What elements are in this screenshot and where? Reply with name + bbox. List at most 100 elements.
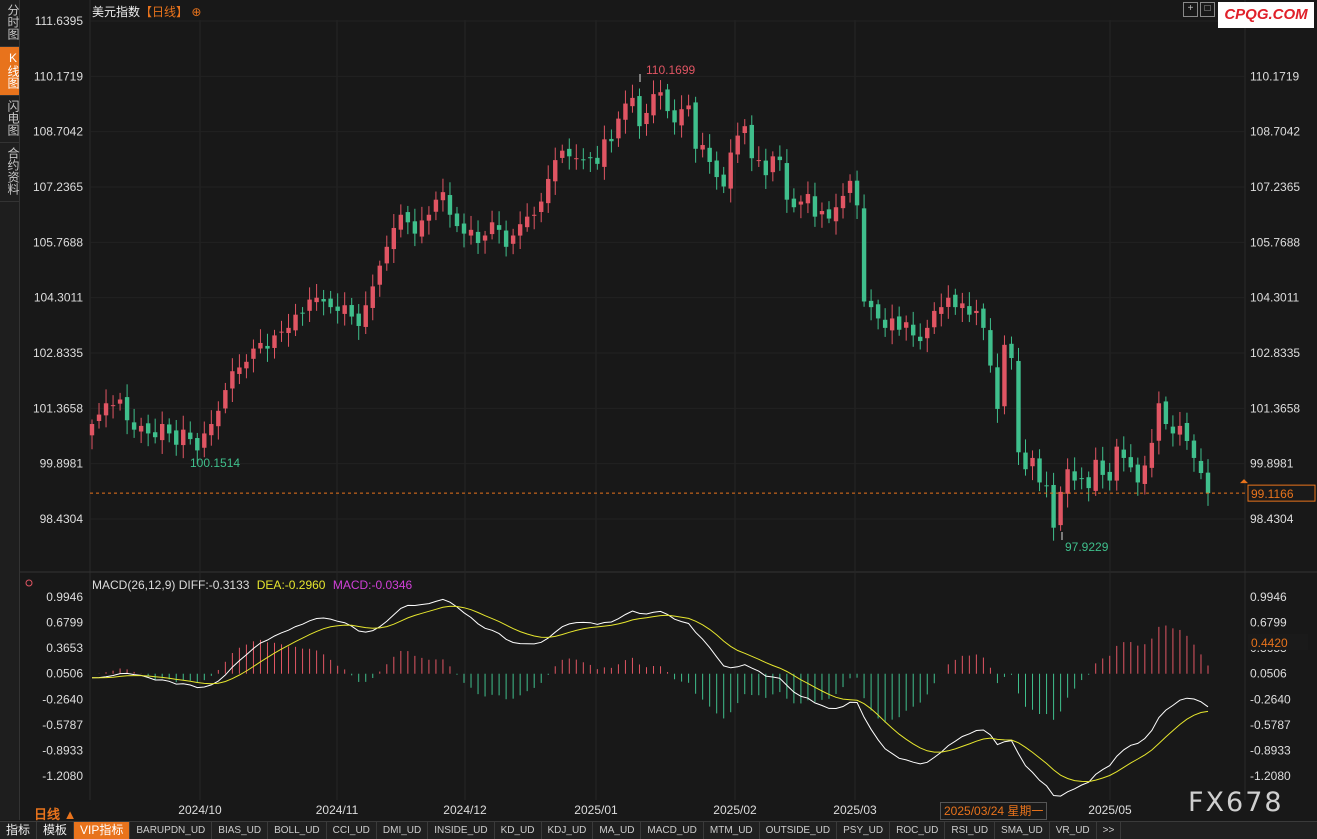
crosshair-icon[interactable]: + — [1183, 2, 1198, 17]
candle-body — [826, 209, 832, 219]
candle-body — [995, 367, 1000, 409]
price-y-tick-right: 105.7688 — [1250, 235, 1300, 249]
indicator-tab-4[interactable]: BIAS_UD — [212, 822, 269, 839]
macd-marker-box — [1248, 633, 1308, 650]
candle-body — [1086, 477, 1091, 489]
candle-body — [1093, 459, 1098, 491]
candle-body — [953, 294, 958, 308]
macd-y-tick-right: 0.9946 — [1250, 590, 1287, 604]
indicator-tab-0[interactable]: 指标 — [0, 822, 38, 839]
indicator-tab-17[interactable]: RSI_UD — [945, 822, 996, 839]
indicator-bar: 指标 模板 VIP指标 BARUPDN_UD BIAS_UD BOLL_UD CCI_UD D… — [0, 821, 1317, 839]
indicator-tab-8[interactable]: INSIDE_UD — [428, 822, 495, 839]
candle-body — [686, 105, 691, 110]
candle-body — [749, 124, 754, 159]
indicator-tab-12[interactable]: MACD_UD — [641, 822, 704, 839]
candle-body — [819, 210, 825, 215]
candle-body — [510, 235, 516, 244]
indicator-tab-11[interactable]: MA_UD — [593, 822, 642, 839]
candle-body — [531, 214, 537, 216]
candle-body — [1128, 457, 1133, 468]
candle-body — [293, 314, 298, 331]
indicator-tab-7[interactable]: DMI_UD — [377, 822, 429, 839]
settings-icon[interactable]: ⊕ — [191, 5, 202, 19]
indicator-tab-3[interactable]: BARUPDN_UD — [130, 822, 213, 839]
candle-body — [230, 371, 235, 389]
candle-body — [503, 230, 509, 247]
candle-body — [412, 221, 418, 234]
tab-contract-info[interactable]: 合约资料 — [0, 143, 20, 202]
indicator-tab-16[interactable]: ROC_UD — [890, 822, 946, 839]
candle-body — [1023, 452, 1028, 470]
candle-body — [103, 403, 109, 416]
candle-body — [174, 430, 179, 445]
candle-body — [419, 220, 425, 237]
tab-timeshare[interactable]: 分时图 — [0, 0, 20, 47]
indicator-tab-20[interactable]: >> — [1097, 822, 1122, 839]
candle-body — [89, 424, 95, 436]
candle-body — [391, 227, 397, 250]
indicator-tab-5[interactable]: BOLL_UD — [268, 822, 327, 839]
indicator-tab-15[interactable]: PSY_UD — [837, 822, 891, 839]
candle-body — [812, 196, 818, 217]
macd-y-tick-left: 0.0506 — [46, 667, 83, 681]
period-selector[interactable]: 日线 ▲ — [34, 807, 77, 822]
price-y-tick-left: 105.7688 — [33, 235, 83, 249]
candle-body — [152, 432, 158, 438]
candle-body — [1016, 360, 1021, 453]
last-price-box — [1247, 484, 1316, 502]
price-y-tick-left: 101.3658 — [33, 401, 83, 415]
candle-body — [616, 118, 621, 139]
price-y-tick-right: 98.4304 — [1250, 512, 1294, 526]
price-y-tick-right: 107.2365 — [1250, 180, 1300, 194]
indicator-tab-6[interactable]: CCI_UD — [327, 822, 377, 839]
candle-body — [896, 316, 902, 330]
price-y-tick-left: 98.4304 — [40, 512, 84, 526]
candle-body — [1198, 460, 1204, 474]
price-y-tick-left: 110.1719 — [34, 69, 83, 83]
indicator-tab-2[interactable]: VIP指标 — [74, 822, 131, 839]
price-y-tick-right: 108.7042 — [1250, 125, 1300, 139]
candle-body — [145, 423, 151, 434]
indicator-tab-13[interactable]: MTM_UD — [704, 822, 760, 839]
period-tag: 【日线】 — [140, 5, 189, 19]
price-y-tick-right: 102.8335 — [1250, 346, 1300, 360]
fullscreen-icon[interactable]: □ — [1200, 2, 1215, 17]
tab-tick-chart[interactable]: 闪电图 — [0, 96, 20, 143]
sidebar: 分时图 K线图 闪电图 合约资料 — [0, 0, 20, 820]
candle-body — [833, 207, 839, 222]
indicator-tab-10[interactable]: KDJ_UD — [542, 822, 594, 839]
indicator-tab-18[interactable]: SMA_UD — [995, 822, 1050, 839]
indicator-tab-1[interactable]: 模板 — [37, 822, 75, 839]
candle-body — [805, 194, 811, 204]
macd-y-tick-left: 0.6799 — [46, 616, 83, 630]
candle-body — [630, 97, 635, 107]
candle-body — [939, 307, 944, 314]
candle-body — [286, 327, 291, 334]
candle-body — [588, 157, 593, 159]
indicator-tab-19[interactable]: VR_UD — [1050, 822, 1097, 839]
chart-canvas[interactable]: 111.6395 110.1719 110.1719 108.7042 108.7042… — [20, 0, 1317, 820]
candle-body — [1184, 422, 1190, 441]
indicator-tab-9[interactable]: KD_UD — [495, 822, 542, 839]
candle-body — [693, 102, 698, 149]
candle-body — [763, 160, 769, 176]
tab-kline[interactable]: K线图 — [0, 47, 20, 96]
candle-body — [868, 300, 874, 308]
symbol-name: 美元指数 — [92, 5, 141, 19]
candle-body — [854, 180, 860, 206]
chart-title: 美元指数【日线】 ⊕ — [92, 3, 201, 20]
candle-body — [1107, 471, 1112, 481]
candle-body — [672, 110, 677, 123]
candle-body — [1205, 472, 1211, 494]
x-tick-label: 2025/05 — [1088, 803, 1132, 817]
low-annotation: 97.9229 — [1065, 540, 1109, 554]
price-y-tick-left: 102.8335 — [33, 346, 83, 360]
candle-body — [875, 304, 881, 319]
indicator-tab-14[interactable]: OUTSIDE_UD — [760, 822, 838, 839]
candle-body — [300, 312, 305, 314]
candle-body — [903, 322, 909, 328]
candle-body — [314, 297, 319, 303]
candle-body — [918, 336, 923, 342]
macd-y-tick-left: 0.9946 — [46, 590, 83, 604]
